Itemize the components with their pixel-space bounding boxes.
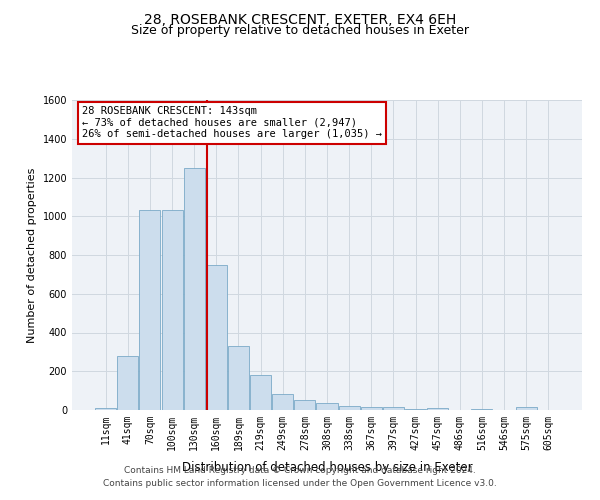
Bar [228,346,249,410]
X-axis label: Distribution of detached houses by size in Exeter: Distribution of detached houses by size … [182,461,472,474]
Text: 28, ROSEBANK CRESCENT, EXETER, EX4 6EH: 28, ROSEBANK CRESCENT, EXETER, EX4 6EH [144,12,456,26]
Bar [206,264,227,410]
Bar [427,408,448,410]
Bar [139,210,160,410]
Bar [95,408,116,410]
Bar [472,409,493,410]
Bar [338,406,359,410]
Bar [118,356,139,410]
Text: Contains HM Land Registry data © Crown copyright and database right 2024.
Contai: Contains HM Land Registry data © Crown c… [103,466,497,487]
Bar [250,375,271,410]
Bar [272,394,293,410]
Bar [161,210,182,410]
Bar [405,409,426,410]
Text: Size of property relative to detached houses in Exeter: Size of property relative to detached ho… [131,24,469,37]
Y-axis label: Number of detached properties: Number of detached properties [27,168,37,342]
Bar [361,407,382,410]
Bar [184,168,205,410]
Bar [383,407,404,410]
Text: 28 ROSEBANK CRESCENT: 143sqm
← 73% of detached houses are smaller (2,947)
26% of: 28 ROSEBANK CRESCENT: 143sqm ← 73% of de… [82,106,382,140]
Bar [515,407,536,410]
Bar [316,403,338,410]
Bar [295,400,316,410]
